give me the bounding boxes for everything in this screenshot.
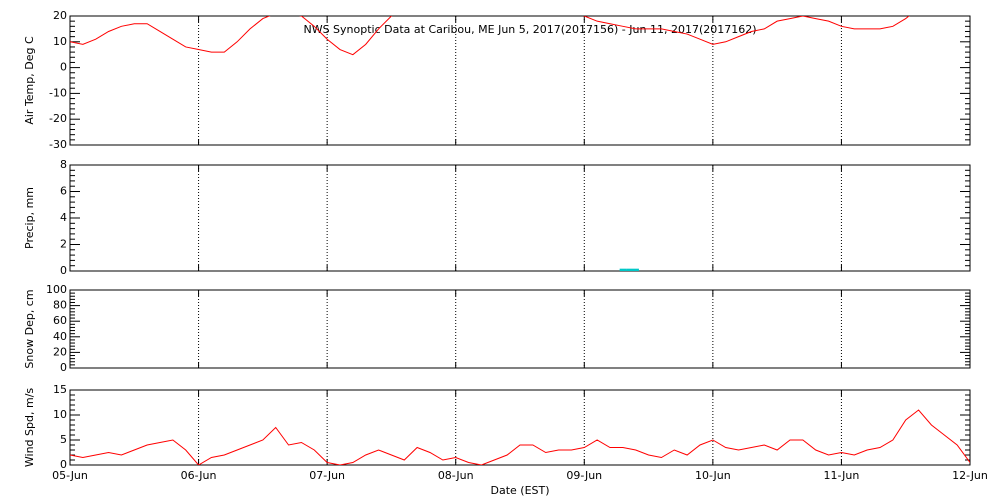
y-tick-label: 0 [60,458,67,471]
y-tick-label: 5 [60,433,67,446]
bar [626,268,633,271]
bar [632,268,639,271]
plot-frame [69,164,971,272]
x-tick-label: 08-Jun [438,469,474,482]
y-tick-label: 100 [46,283,67,296]
plot-frame [69,389,971,466]
y-tick-label: 60 [53,314,67,327]
y-tick-label: 40 [53,330,67,343]
plot-frame [69,289,971,369]
y-tick-label: 2 [60,238,67,251]
y-tick-label: -10 [49,86,67,99]
y-tick-label: 0 [60,61,67,74]
y-axis-label: Wind Spd, m/s [23,388,36,468]
y-tick-label: 20 [53,9,67,22]
y-tick-label: 0 [60,361,67,374]
y-tick-label: -30 [49,138,67,151]
y-tick-label: 20 [53,345,67,358]
x-tick-label: 07-Jun [309,469,345,482]
data-line [70,409,970,465]
bar [619,268,627,271]
y-tick-label: 15 [53,383,67,396]
plot-area [619,268,639,271]
x-axis-label: Date (EST) [490,484,549,497]
y-tick-label: -20 [49,112,67,125]
x-tick-label: 09-Jun [566,469,602,482]
y-tick-label: 8 [60,158,67,171]
y-axis-label: Snow Dep, cm [23,289,36,368]
x-tick-label: 06-Jun [181,469,217,482]
plot-area [70,409,970,465]
y-tick-label: 10 [53,35,67,48]
data-line [70,16,910,56]
chart-title: NWS Synoptic Data at Caribou, ME Jun 5, … [303,23,756,36]
y-axis-label: Air Temp, Deg C [23,36,36,125]
y-tick-label: 4 [60,211,67,224]
plot-area [70,16,910,56]
y-tick-label: 10 [53,408,67,421]
x-tick-label: 05-Jun [52,469,88,482]
x-tick-label: 10-Jun [695,469,731,482]
plot-frame [69,15,971,146]
y-tick-label: 6 [60,185,67,198]
x-tick-label: 11-Jun [824,469,860,482]
y-tick-label: 80 [53,299,67,312]
y-tick-label: 0 [60,264,67,277]
y-axis-label: Precip, mm [23,187,36,249]
x-tick-label: 12-Jun [952,469,988,482]
